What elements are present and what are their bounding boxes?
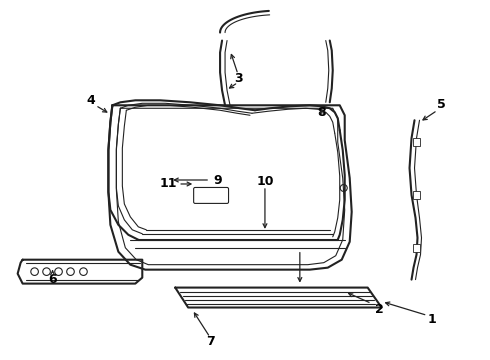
Text: 1: 1 (427, 313, 436, 326)
Text: 3: 3 (234, 72, 243, 85)
Text: 9: 9 (214, 174, 222, 186)
Text: 6: 6 (48, 273, 57, 286)
Bar (413, 191, 419, 199)
Bar (413, 244, 419, 252)
Text: 5: 5 (437, 98, 446, 111)
Text: 4: 4 (86, 94, 95, 107)
Bar (413, 138, 419, 146)
Text: 10: 10 (256, 175, 274, 189)
Text: 7: 7 (206, 335, 215, 348)
FancyBboxPatch shape (194, 188, 228, 203)
Text: 8: 8 (318, 106, 326, 119)
Text: 2: 2 (375, 303, 384, 316)
Text: 11: 11 (159, 177, 177, 190)
